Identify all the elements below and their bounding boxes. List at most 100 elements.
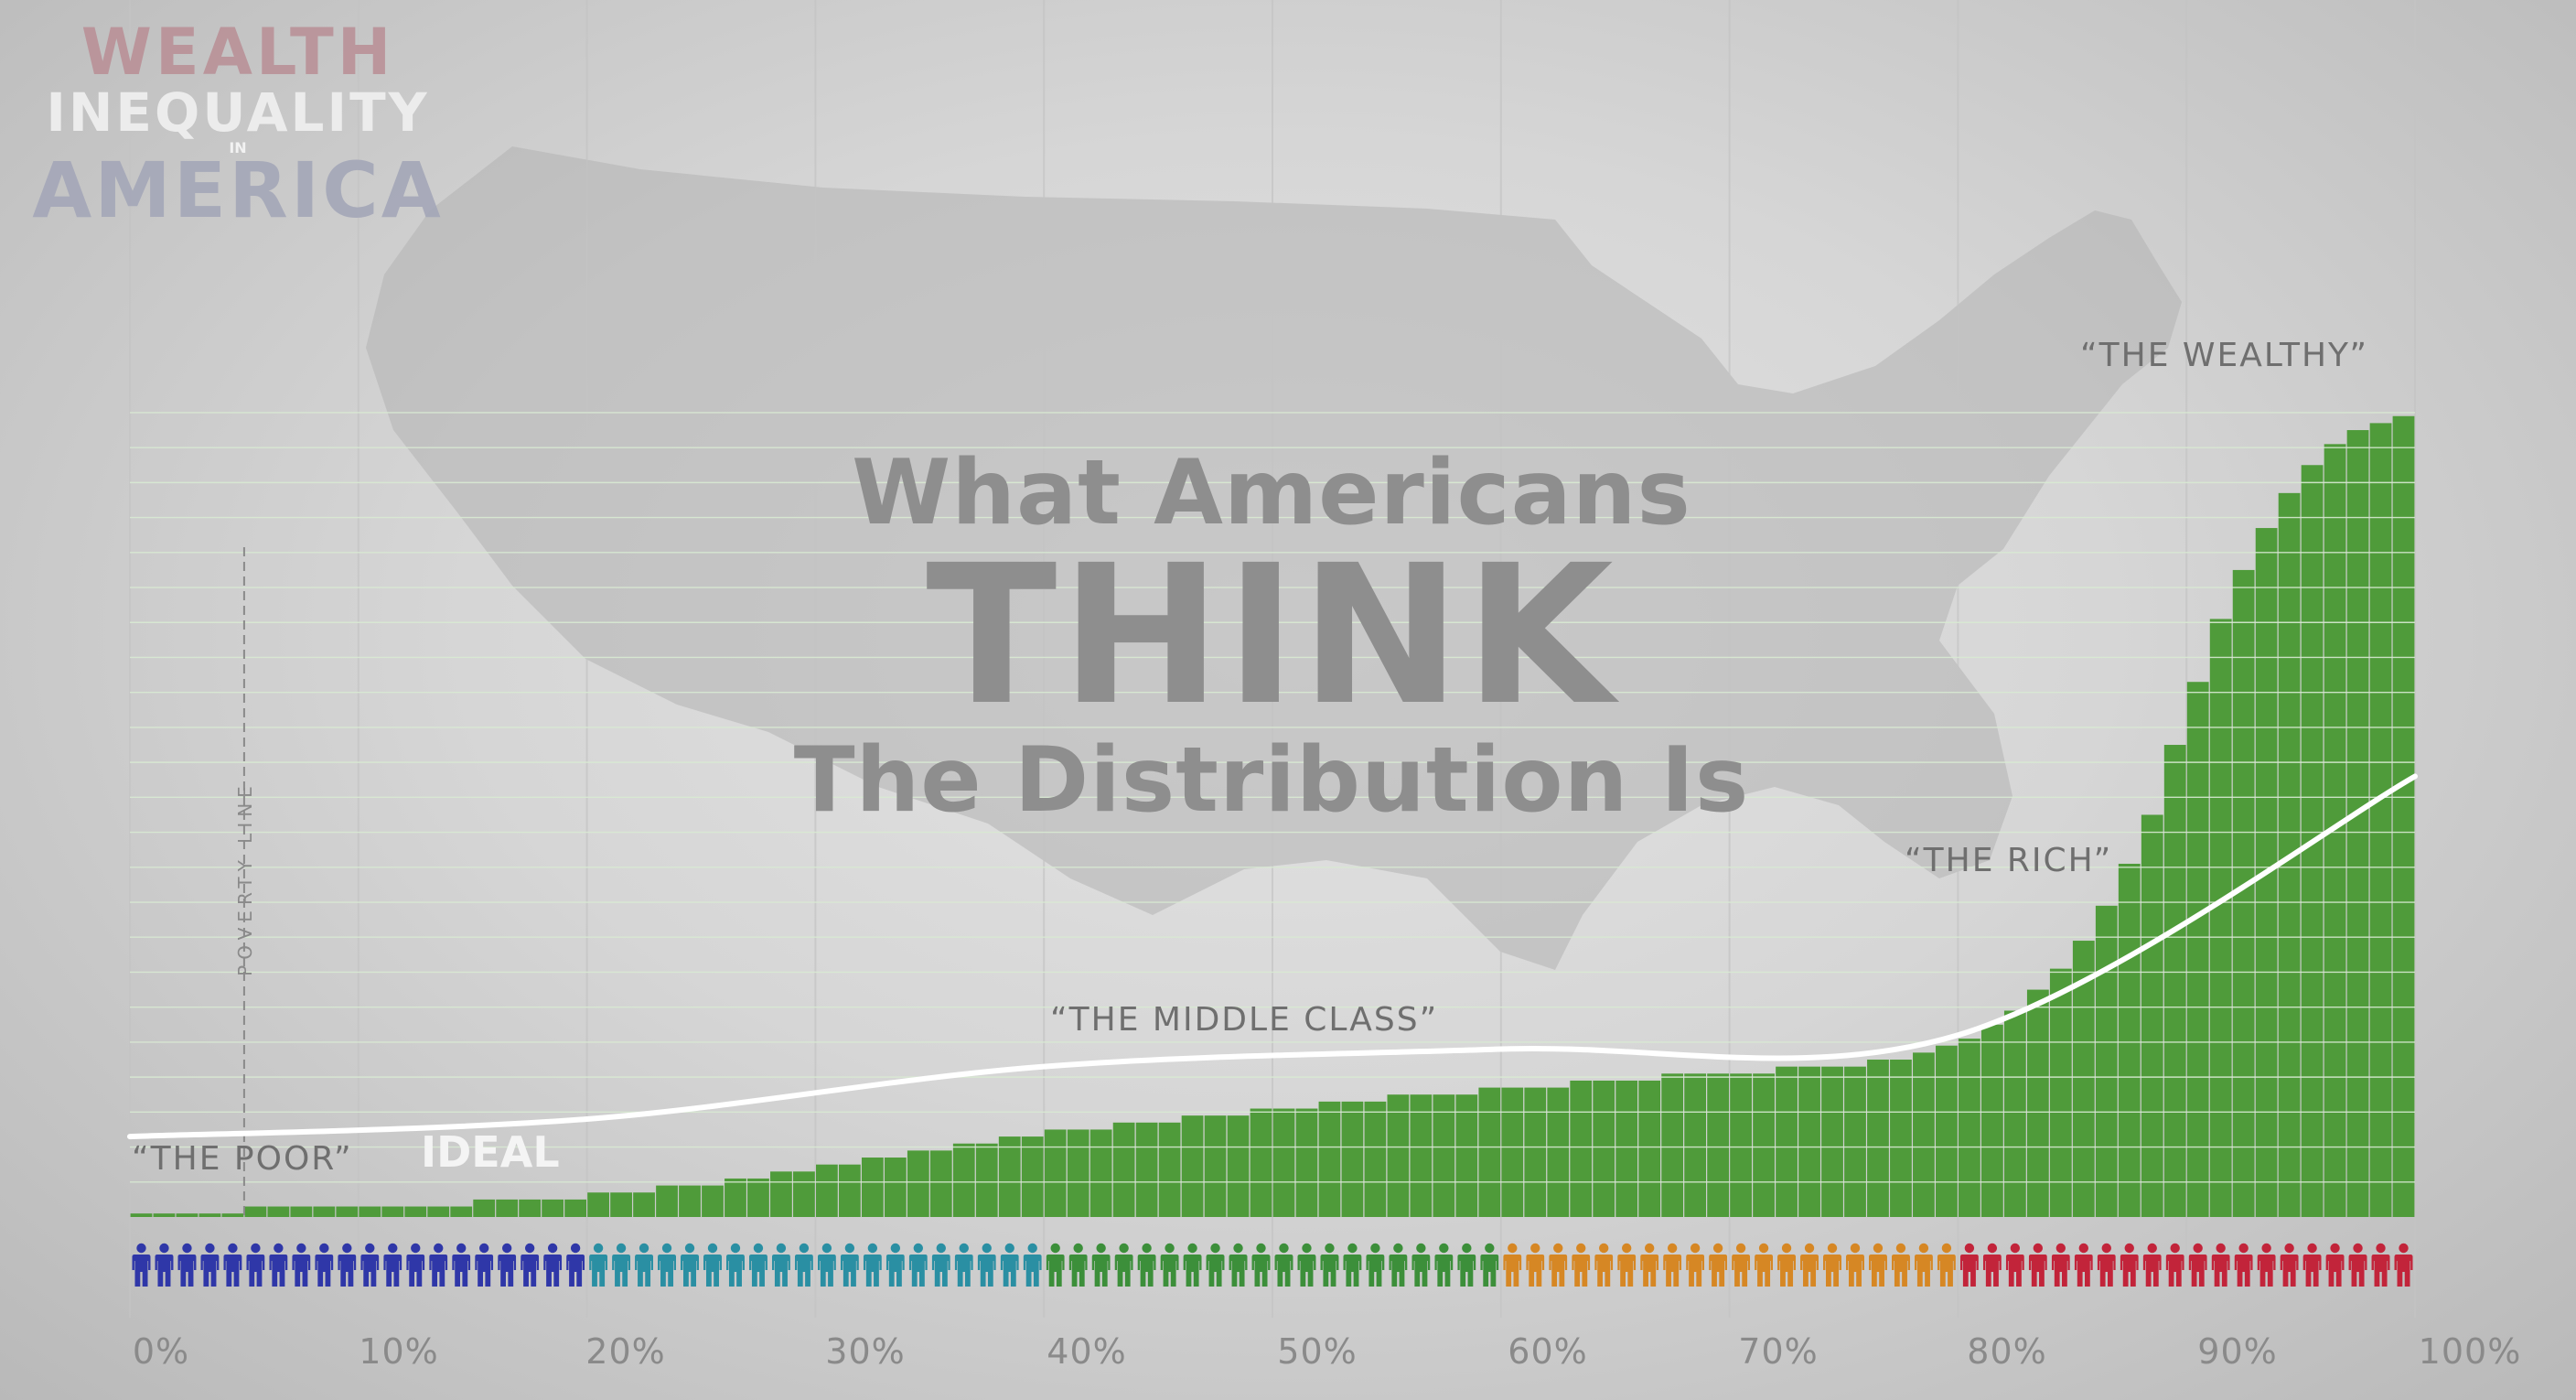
chart-title: What Americans THINK The Distribution Is xyxy=(787,448,1756,825)
person-icon xyxy=(566,1243,585,1287)
bar xyxy=(747,1178,769,1217)
bar xyxy=(1250,1108,1272,1217)
legend-ideal: IDEAL xyxy=(421,1127,560,1177)
bar xyxy=(1135,1122,1158,1217)
label-the-wealthy: “THE WEALTHY” xyxy=(2080,337,2369,374)
bar xyxy=(1593,1080,1615,1217)
person-icon xyxy=(1823,1243,1842,1287)
bar xyxy=(1295,1108,1318,1217)
bar xyxy=(1980,1024,2003,1217)
bar xyxy=(1753,1073,1775,1217)
bar xyxy=(564,1199,586,1217)
person-icon xyxy=(292,1243,311,1287)
bar xyxy=(1684,1073,1707,1217)
bar xyxy=(404,1206,427,1217)
bar xyxy=(153,1213,176,1217)
person-icon xyxy=(1068,1243,1088,1287)
person-icon xyxy=(2394,1243,2413,1287)
x-tick-label: 30% xyxy=(825,1331,906,1372)
bar xyxy=(679,1185,701,1217)
bar xyxy=(2095,905,2118,1217)
person-icon xyxy=(1503,1243,1522,1287)
bar xyxy=(633,1192,655,1217)
person-icon xyxy=(886,1243,905,1287)
label-the-poor: “THE POOR” xyxy=(132,1140,353,1178)
bar xyxy=(1524,1087,1547,1217)
person-icon xyxy=(429,1243,448,1287)
bar xyxy=(473,1199,496,1217)
bar xyxy=(1638,1080,1661,1217)
person-icon xyxy=(1434,1243,1454,1287)
bar xyxy=(176,1213,199,1217)
bar xyxy=(952,1143,975,1217)
person-icon xyxy=(2280,1243,2299,1287)
bar xyxy=(2049,968,2072,1217)
person-icon xyxy=(1594,1243,1614,1287)
bar xyxy=(1913,1052,1935,1217)
title-line-3: The Distribution Is xyxy=(793,728,1750,833)
bar xyxy=(1821,1066,1843,1217)
bar xyxy=(1318,1101,1341,1217)
person-icon xyxy=(1526,1243,1545,1287)
person-icon xyxy=(1297,1243,1316,1287)
person-icon xyxy=(2028,1243,2047,1287)
bar xyxy=(2392,415,2415,1217)
person-icon xyxy=(817,1243,836,1287)
person-icon xyxy=(1755,1243,1774,1287)
person-icon xyxy=(1274,1243,1293,1287)
person-icon xyxy=(1549,1243,1568,1287)
bar xyxy=(1455,1094,1478,1217)
person-icon xyxy=(1663,1243,1682,1287)
person-icon xyxy=(931,1243,950,1287)
person-icon xyxy=(269,1243,288,1287)
person-icon xyxy=(1572,1243,1591,1287)
bar xyxy=(1112,1122,1135,1217)
bar xyxy=(1890,1060,1912,1217)
person-icon xyxy=(1000,1243,1019,1287)
person-icon xyxy=(1023,1243,1042,1287)
bar xyxy=(2369,423,2392,1217)
person-icon xyxy=(2348,1243,2367,1287)
x-tick-label: 40% xyxy=(1046,1331,1127,1372)
bar xyxy=(884,1158,907,1217)
person-icon xyxy=(1982,1243,2002,1287)
person-icon xyxy=(1914,1243,1933,1287)
person-icon xyxy=(2325,1243,2345,1287)
person-icon xyxy=(406,1243,425,1287)
person-icon xyxy=(840,1243,859,1287)
bar xyxy=(1387,1094,1410,1217)
person-icon xyxy=(589,1243,608,1287)
person-icon xyxy=(2097,1243,2116,1287)
bar xyxy=(770,1171,792,1217)
bar xyxy=(610,1192,632,1217)
logo-word-wealth: WEALTH xyxy=(80,15,395,90)
bar xyxy=(1478,1087,1501,1217)
person-icon xyxy=(703,1243,722,1287)
person-icon xyxy=(1160,1243,1179,1287)
bar xyxy=(2232,569,2255,1217)
bar xyxy=(1707,1073,1729,1217)
person-icon xyxy=(1777,1243,1797,1287)
bar xyxy=(793,1171,815,1217)
usa-map-background xyxy=(366,146,2182,970)
bar xyxy=(1501,1087,1524,1217)
bar xyxy=(290,1206,313,1217)
bar xyxy=(244,1206,267,1217)
bar xyxy=(1661,1073,1684,1217)
person-icon xyxy=(2257,1243,2276,1287)
bar xyxy=(998,1136,1021,1217)
person-icon xyxy=(748,1243,767,1287)
bar xyxy=(2186,682,2209,1217)
bar xyxy=(1364,1101,1387,1217)
person-icon xyxy=(1411,1243,1431,1287)
bar xyxy=(519,1199,542,1217)
label-the-middle-class: “THE MIDDLE CLASS” xyxy=(1050,1001,1439,1039)
person-icon xyxy=(2051,1243,2070,1287)
x-tick-label: 80% xyxy=(1967,1331,2047,1372)
bar xyxy=(427,1206,450,1217)
bar xyxy=(861,1158,884,1217)
person-icon xyxy=(771,1243,790,1287)
bar xyxy=(450,1206,473,1217)
wealth-inequality-logo: WEALTH INEQUALITY IN AMERICA xyxy=(27,20,448,229)
person-icon xyxy=(1206,1243,1225,1287)
